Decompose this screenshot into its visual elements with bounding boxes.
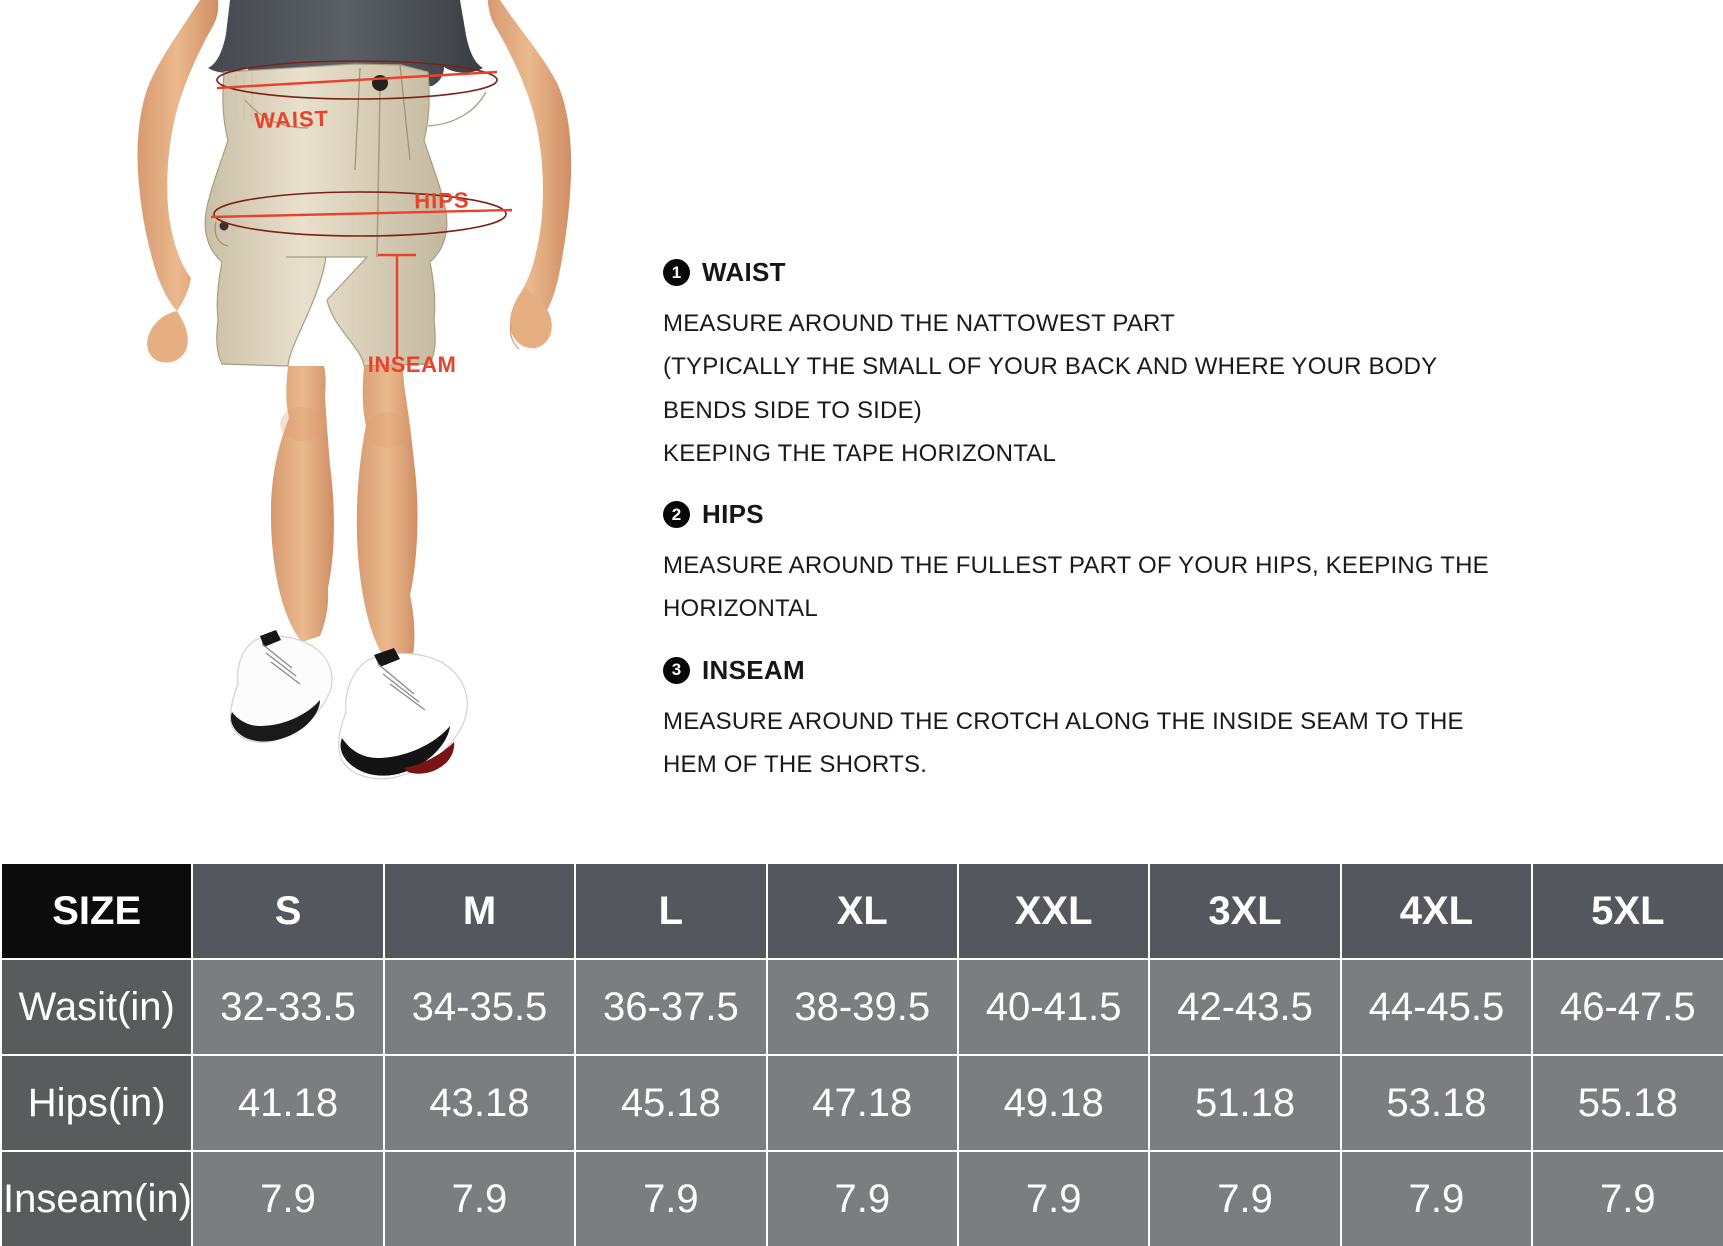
svg-text:WAIST: WAIST <box>254 106 329 134</box>
svg-text:HIPS: HIPS <box>414 188 470 214</box>
svg-text:INSEAM: INSEAM <box>368 352 457 377</box>
